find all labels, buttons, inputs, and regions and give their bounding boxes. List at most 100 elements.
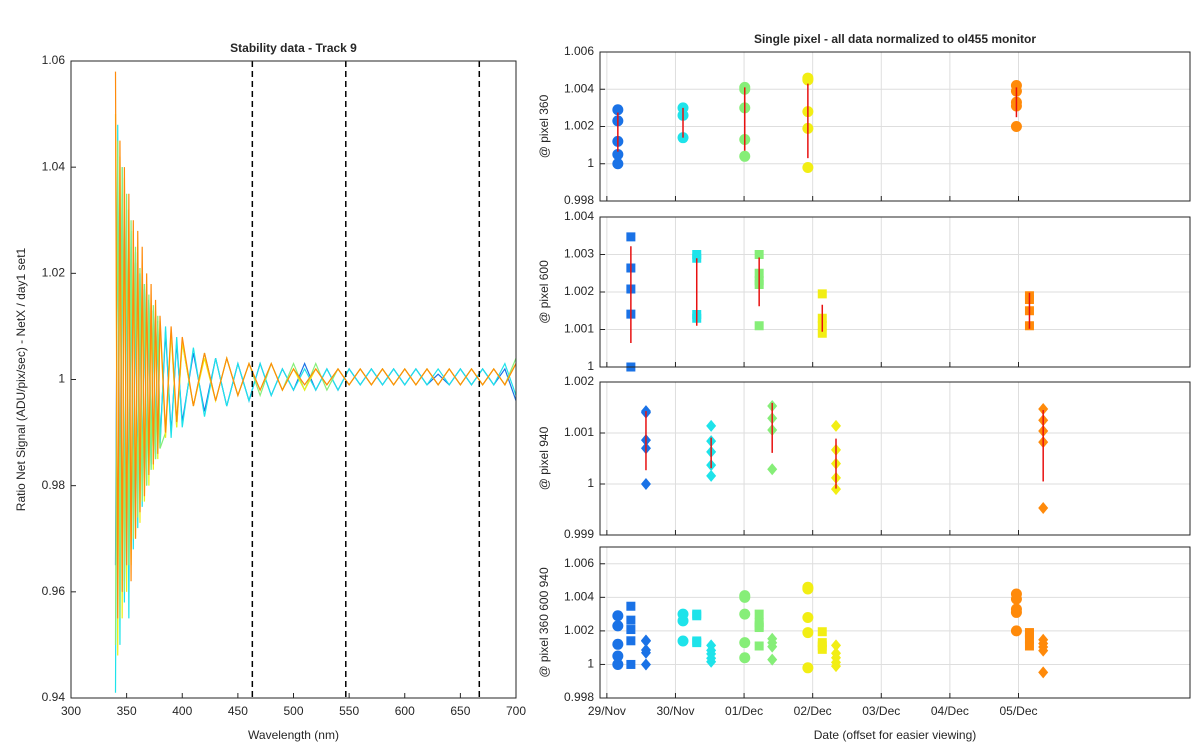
marker [802,662,814,674]
axes-box [599,381,1191,536]
marker [802,627,814,639]
marker [1010,593,1022,605]
marker [1024,641,1034,651]
marker [802,161,814,173]
x-axis-label: Wavelength (nm) [248,728,339,742]
y-axis-label: Ratio Net Signal (ADU/pix/sec) - NetX / … [14,247,28,511]
marker [612,620,624,632]
marker [1010,625,1022,637]
marker [767,463,778,476]
x-tick-label: 300 [61,704,81,718]
x-tick-label: 29/Nov [588,704,626,718]
marker [739,652,751,664]
y-axis-label: @ pixel 600 [537,260,551,324]
lines [114,71,516,693]
marker [612,658,624,670]
marker [739,150,751,162]
plot-area [600,547,1190,698]
x-tick-label: 400 [172,704,192,718]
y-axis-label: @ pixel 360 600 940 [537,567,551,678]
marker [802,74,814,86]
marker [626,232,636,242]
marker [612,610,624,622]
marker [612,638,624,650]
y-tick-label: 1.002 [564,623,594,637]
marker [612,104,624,116]
marker [692,611,702,621]
marker [802,583,814,595]
y-tick-label: 1.001 [564,425,594,439]
y-axis-label: @ pixel 940 [537,426,551,490]
y-tick-label: 1 [587,359,594,373]
series-line [114,71,516,619]
marker [640,658,651,671]
y-tick-label: 1.04 [42,159,66,173]
marker [692,638,702,648]
x-tick-label: 03/Dec [862,704,900,718]
x-tick-label: 04/Dec [931,704,969,718]
marker [706,655,717,668]
marker [677,635,689,647]
marker [640,646,651,659]
y-tick-label: 1.003 [564,247,594,261]
y-tick-label: 0.999 [564,527,594,541]
marker [739,591,751,603]
chart-title: Stability data - Track 9 [230,41,357,55]
y-tick-label: 0.94 [42,690,66,704]
marker [612,148,624,160]
marker [767,653,778,666]
x-tick-label: 02/Dec [794,704,832,718]
axes-box [599,546,1191,699]
y-tick-label: 1.002 [564,284,594,298]
x-tick-label: 450 [228,704,248,718]
y-tick-label: 0.96 [42,584,66,598]
plot-area [71,61,516,698]
y-tick-label: 1.001 [564,322,594,336]
y-tick-label: 1.06 [42,53,66,67]
marker [1038,403,1049,416]
marker [754,609,764,619]
x-tick-label: 500 [283,704,303,718]
marker [831,660,841,673]
marker [1038,644,1049,657]
marker [1024,634,1034,644]
marker [626,601,636,611]
y-tick-label: 1.004 [564,590,594,604]
marker [626,615,636,625]
marker [831,483,841,496]
marker [677,615,689,627]
y-tick-label: 1.006 [564,44,594,58]
y-tick-label: 1.006 [564,556,594,570]
marker [1038,501,1049,514]
y-tick-label: 1 [58,372,65,386]
marker [817,627,827,637]
y-tick-label: 0.98 [42,478,66,492]
marker [706,419,717,432]
x-tick-label: 600 [395,704,415,718]
x-tick-label: 550 [339,704,359,718]
marker [831,419,841,432]
marker [754,641,764,651]
marker [817,289,827,299]
y-tick-label: 1.002 [564,119,594,133]
marker [739,608,751,620]
x-tick-label: 350 [117,704,137,718]
x-tick-label: 01/Dec [725,704,763,718]
y-tick-label: 1 [587,657,594,671]
marker [817,644,827,654]
x-tick-label: 700 [506,704,526,718]
y-tick-label: 0.998 [564,690,594,704]
marker [626,659,636,669]
marker [640,478,651,490]
y-tick-label: 1 [587,476,594,490]
marker [612,650,624,662]
marker [831,639,841,652]
marker [706,469,717,482]
y-axis-label: @ pixel 360 [537,94,551,158]
y-tick-label: 1 [587,156,594,170]
marker [1010,121,1022,132]
axes-box [70,60,517,699]
y-tick-label: 1.02 [42,266,66,280]
marker [754,250,764,259]
